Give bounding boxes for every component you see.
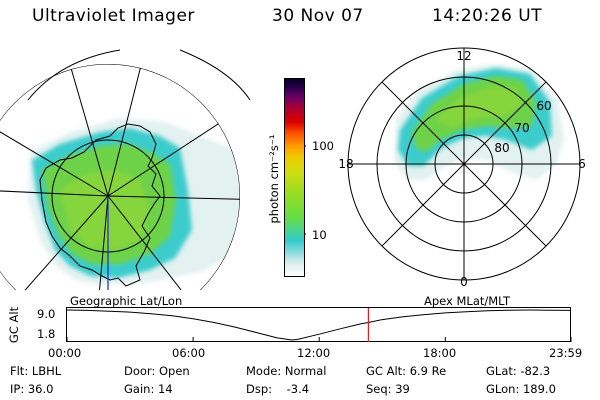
observation-time: 14:20:26 UT (432, 6, 543, 26)
glon-value: 189.0 (522, 382, 556, 396)
right-projection-label: Apex MLat/MLT (424, 294, 511, 308)
time-tick-1: 06:00 (172, 346, 206, 360)
door-value: Open (158, 364, 190, 378)
geographic-map (0, 49, 251, 290)
filter-info: Flt: LBHL (10, 364, 62, 378)
mode-value: Normal (284, 364, 327, 378)
altitude-axis-label: GC Alt (7, 306, 21, 344)
altitude-curve (66, 309, 572, 341)
time-tick-4: 23:59 (549, 346, 583, 360)
mlt-label-12: 12 (456, 49, 471, 63)
altitude-tick-min: 1.8 (37, 327, 56, 341)
mlt-label-18: 18 (338, 157, 353, 171)
gain-value: 14 (157, 382, 173, 396)
colorbar-unit-label: photon cm⁻²s⁻¹ (267, 134, 281, 224)
altitude-tick-max: 9.0 (37, 307, 56, 321)
dsp-value: -3.4 (286, 382, 310, 396)
mode-info: Mode: Normal (246, 364, 327, 378)
mlt-label-0: 0 (460, 275, 468, 289)
glat-value: -82.3 (520, 364, 551, 378)
gc-alt-value: 6.9 Re (409, 364, 447, 378)
glat-info: GLat: -82.3 (486, 364, 551, 378)
instrument-title: Ultraviolet Imager (32, 6, 195, 26)
mlat-label-80: 80 (494, 141, 509, 155)
observation-date: 30 Nov 07 (272, 6, 364, 26)
gc-alt-info: GC Alt: 6.9 Re (366, 364, 447, 378)
gain-info: Gain: 14 (124, 382, 173, 396)
ip-value: 36.0 (27, 382, 54, 396)
dsp-info: Dsp: -3.4 (246, 382, 310, 396)
colorbar-tick-10: 10 (312, 228, 327, 242)
door-info: Door: Open (124, 364, 190, 378)
mlat-label-70: 70 (514, 121, 529, 135)
filter-value: LBHL (31, 364, 62, 378)
ip-info: IP: 36.0 (10, 382, 54, 396)
altitude-plot (66, 307, 572, 342)
time-tick-2: 12:00 (297, 346, 331, 360)
time-tick-3: 18:00 (423, 346, 457, 360)
glon-info: GLon: 189.0 (486, 382, 556, 396)
intensity-colorbar (284, 78, 306, 277)
time-tick-0: 00:00 (48, 346, 82, 360)
mlt-label-6: 6 (578, 157, 586, 171)
left-projection-label: Geographic Lat/Lon (70, 294, 183, 308)
magnetic-polar-map: 12 18 6 0 60 70 80 (338, 47, 586, 289)
colorbar-tick-100: 100 (312, 139, 334, 153)
mlat-label-60: 60 (536, 99, 551, 113)
seq-value: 39 (395, 382, 410, 396)
seq-info: Seq: 39 (366, 382, 410, 396)
